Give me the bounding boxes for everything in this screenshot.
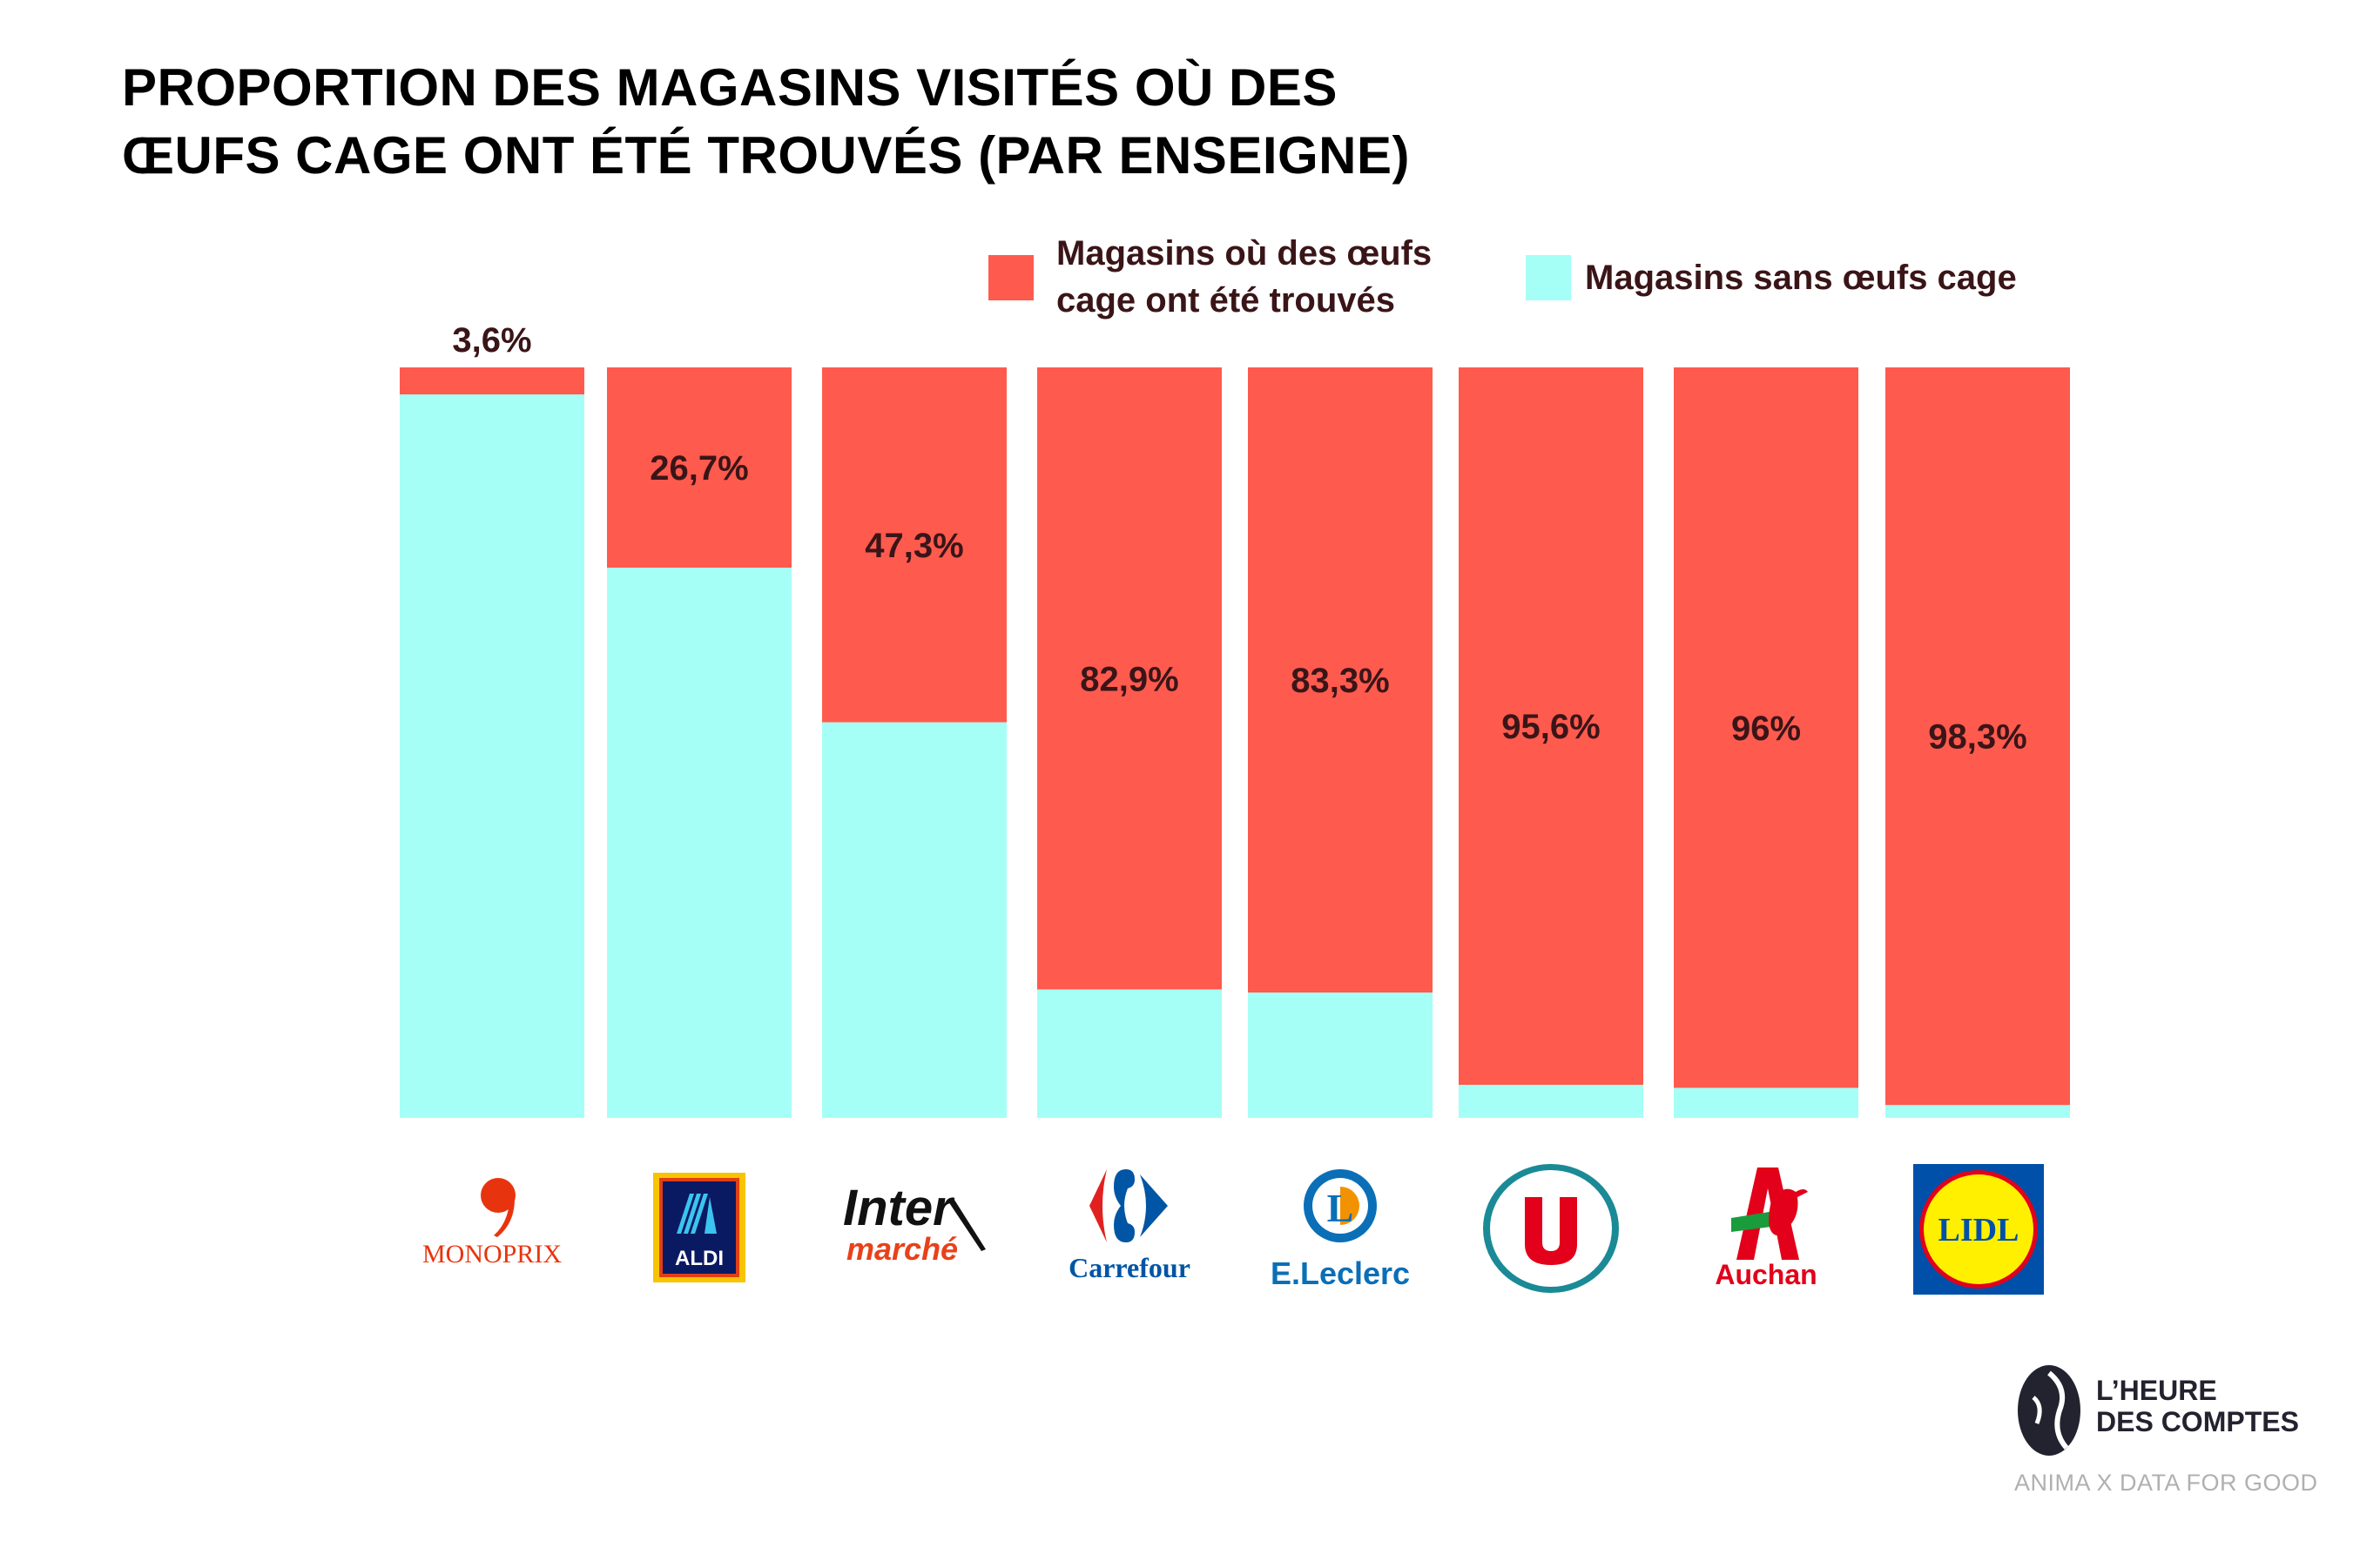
carrefour-logo: Carrefour: [1069, 1169, 1190, 1283]
bar-cage-6: [1674, 367, 1858, 1088]
legend-swatch-no-cage: [1526, 255, 1571, 300]
bar-cage-7: [1885, 367, 2070, 1106]
bar-cage-4: [1248, 367, 1433, 993]
legend-label-cage-line-1: Magasins où des œufs: [1056, 234, 1433, 273]
bar-cage-3: [1037, 367, 1222, 990]
svg-text:Auchan: Auchan: [1715, 1259, 1817, 1290]
bar-no-cage-5: [1459, 1085, 1643, 1118]
svg-text:E.Leclerc: E.Leclerc: [1271, 1255, 1410, 1291]
svg-text:Carrefour: Carrefour: [1069, 1252, 1190, 1283]
bar-no-cage-7: [1885, 1105, 2070, 1118]
bar-no-cage-0: [400, 394, 584, 1119]
data-label-3: 82,9%: [1080, 660, 1178, 698]
chart-title-line-2: ŒUFS CAGE ONT ÉTÉ TROUVÉS (PAR ENSEIGNE): [122, 126, 1411, 185]
leclerc-logo: L E.Leclerc: [1271, 1169, 1410, 1291]
brand-line-1: L’HEURE: [2096, 1375, 2217, 1406]
bar-no-cage-4: [1248, 993, 1433, 1118]
bar-cage-0: [400, 367, 584, 395]
svg-text:LIDL: LIDL: [1938, 1212, 2019, 1248]
bar-no-cage-2: [822, 722, 1007, 1118]
svg-text:ALDI: ALDI: [675, 1247, 724, 1270]
bar-cage-1: [607, 367, 792, 569]
data-label-2: 47,3%: [865, 527, 963, 565]
lheure-des-comptes-logo: L’HEURE DES COMPTES: [2014, 1363, 2328, 1458]
svg-text:Inter: Inter: [843, 1180, 955, 1236]
intermarche-logo: Inter marché: [843, 1180, 986, 1267]
legend-label-cage-line-2: cage ont été trouvés: [1056, 281, 1396, 320]
legend-label-no-cage: Magasins sans œufs cage: [1585, 259, 2017, 297]
data-label-5: 95,6%: [1501, 708, 1600, 746]
data-label-7: 98,3%: [1928, 718, 2026, 757]
data-label-6: 96%: [1731, 710, 1801, 748]
bar-no-cage-3: [1037, 989, 1222, 1118]
brand-emblem-icon: [2018, 1365, 2080, 1456]
bar-no-cage-6: [1674, 1087, 1858, 1118]
svg-text:MONOPRIX: MONOPRIX: [422, 1240, 562, 1268]
chart-title: PROPORTION DES MAGASINS VISITÉS OÙ DES Œ…: [122, 54, 1410, 190]
lidl-logo: LIDL: [1913, 1164, 2044, 1295]
monoprix-logo: MONOPRIX: [422, 1178, 562, 1268]
bar-cage-5: [1459, 367, 1643, 1086]
bar-cage-2: [822, 367, 1007, 723]
chart-title-line-1: PROPORTION DES MAGASINS VISITÉS OÙ DES: [122, 58, 1338, 117]
aldi-logo: ALDI: [653, 1173, 745, 1282]
svg-text:L: L: [1327, 1186, 1354, 1230]
data-label-1: 26,7%: [650, 449, 748, 488]
legend-swatch-cage: [988, 255, 1034, 300]
data-label-0: 3,6%: [452, 321, 531, 360]
svg-text:marché: marché: [846, 1231, 958, 1267]
data-label-4: 83,3%: [1291, 662, 1389, 700]
bar-no-cage-1: [607, 568, 792, 1118]
super-u-logo: [1483, 1164, 1619, 1293]
credit-text: ANIMA X DATA FOR GOOD: [2014, 1470, 2318, 1496]
brand-line-2: DES COMPTES: [2096, 1406, 2299, 1437]
auchan-logo: Auchan: [1715, 1168, 1817, 1290]
legend-label-cage: Magasins où des œufs cage ont été trouvé…: [1056, 230, 1432, 324]
